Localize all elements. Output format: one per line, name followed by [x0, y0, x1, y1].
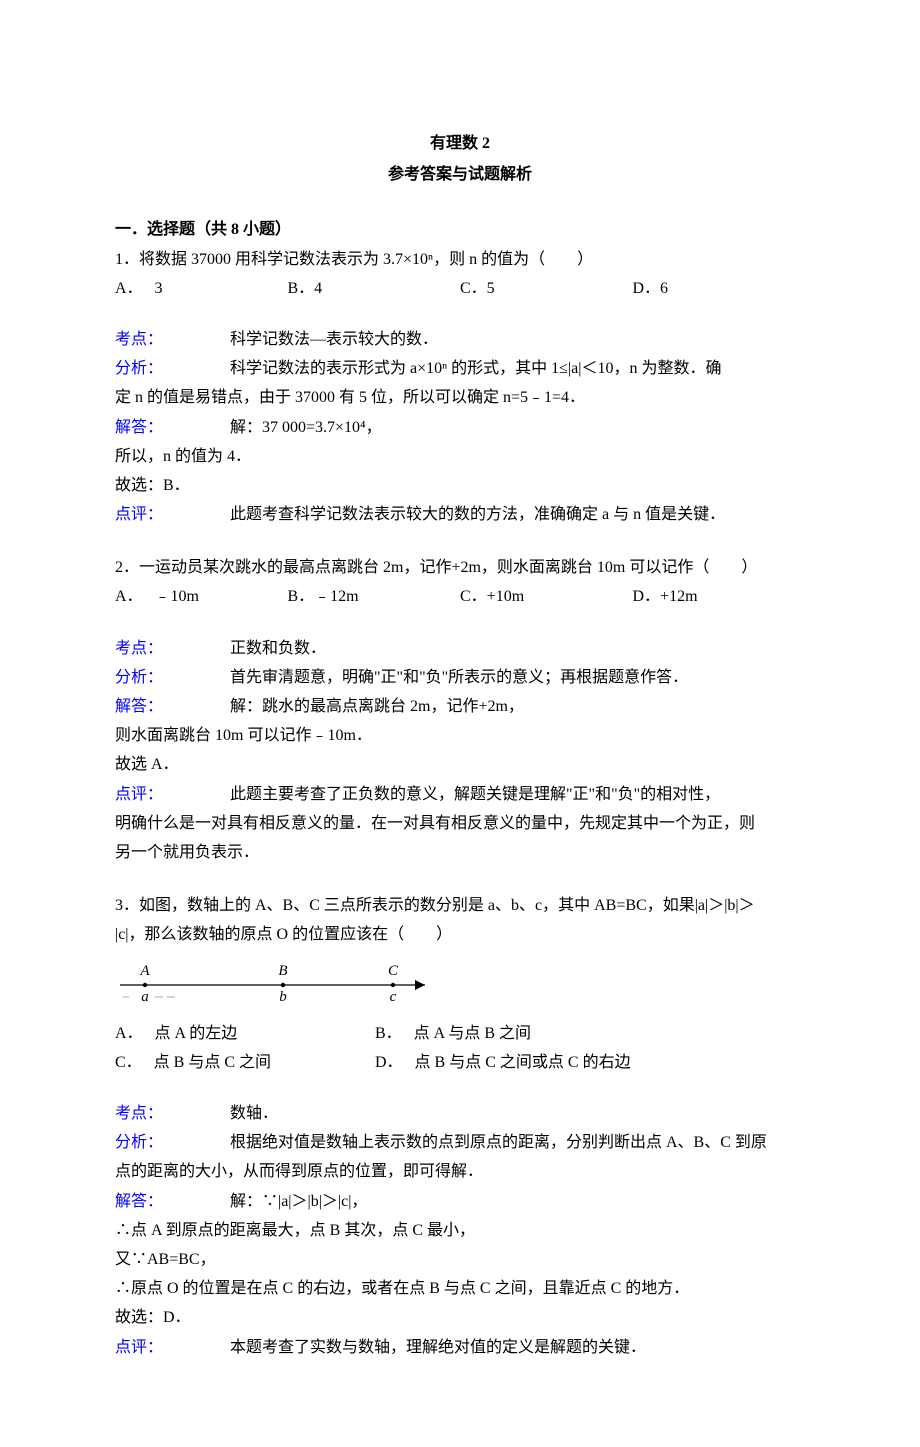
q3-fenxi-row: 分析：根据绝对值是数轴上表示数的点到原点的距离，分别判断出点 A、B、C 到原: [115, 1129, 805, 1156]
q2-opt-c: C．+10m: [460, 583, 633, 610]
q3-options-row2: C． 点 B 与点 C 之间 D． 点 B 与点 C 之间或点 C 的右边: [115, 1049, 805, 1076]
q2-dianping-row: 点评：此题主要考查了正负数的意义，解题关键是理解"正"和"负"的相对性，: [115, 781, 805, 808]
question-2: 2．一运动员某次跳水的最高点离跳台 2m，记作+2m，则水面离跳台 10m 可以…: [115, 554, 805, 866]
q1-kaodian-text: 科学记数法—表示较大的数．: [230, 331, 438, 348]
q3-jieda-row: 解答：解：∵|a|＞|b|＞|c|，: [115, 1188, 805, 1215]
section-heading: 一．选择题（共 8 小题）: [115, 216, 805, 243]
jieda-label: 解答：: [115, 693, 230, 720]
kaodian-label: 考点：: [115, 635, 230, 662]
dianping-label: 点评：: [115, 501, 230, 528]
q2-dianping2: 明确什么是一对具有相反意义的量．在一对具有相反意义的量中，先规定其中一个为正，则: [115, 810, 805, 837]
q1-kaodian-row: 考点：科学记数法—表示较大的数．: [115, 326, 805, 353]
q2-fenxi: 首先审清题意，明确"正"和"负"所表示的意义；再根据题意作答．: [230, 669, 688, 686]
q2-options: A． ﹣10m B．﹣12m C．+10m D．+12m: [115, 583, 805, 610]
question-3: 3．如图，数轴上的 A、B、C 三点所表示的数分别是 a、b、c，其中 AB=B…: [115, 892, 805, 1361]
q3-dianping-row: 点评：本题考查了实数与数轴，理解绝对值的定义是解题的关键．: [115, 1334, 805, 1361]
diag-c: c: [390, 989, 397, 1005]
q3-opt-c: C． 点 B 与点 C 之间: [115, 1049, 375, 1076]
q1-fenxi1: 科学记数法的表示形式为 a×10ⁿ 的形式，其中 1≤|a|＜10，n 为整数．…: [230, 360, 721, 377]
q1-options: A． 3 B．4 C．5 D．6: [115, 275, 805, 302]
fenxi-label: 分析：: [115, 355, 230, 382]
q2-opt-d: D．+12m: [633, 583, 806, 610]
q3-stem2: |c|，那么该数轴的原点 O 的位置应该在（ ）: [115, 921, 805, 948]
q1-opt-c: C．5: [460, 275, 633, 302]
q2-dianping1: 此题主要考查了正负数的意义，解题关键是理解"正"和"负"的相对性，: [230, 786, 720, 803]
kaodian-label: 考点：: [115, 1100, 230, 1127]
q3-dianping: 本题考查了实数与数轴，理解绝对值的定义是解题的关键．: [230, 1339, 646, 1356]
q2-line2: 故选 A．: [115, 751, 805, 778]
q3-kaodian-text: 数轴．: [230, 1105, 278, 1122]
jieda-label: 解答：: [115, 414, 230, 441]
q2-opt-b: B．﹣12m: [288, 583, 461, 610]
q3-options-row1: A． 点 A 的左边 B． 点 A 与点 B 之间: [115, 1020, 805, 1047]
question-1: 1．将数据 37000 用科学记数法表示为 3.7×10ⁿ，则 n 的值为（ ）…: [115, 246, 805, 529]
number-line-diagram: A a B b C c: [115, 955, 435, 1007]
q1-stem: 1．将数据 37000 用科学记数法表示为 3.7×10ⁿ，则 n 的值为（ ）: [115, 246, 805, 273]
q3-fenxi2: 点的距离的大小，从而得到原点的位置，即可得解．: [115, 1158, 805, 1185]
q1-fenxi-row: 分析：科学记数法的表示形式为 a×10ⁿ 的形式，其中 1≤|a|＜10，n 为…: [115, 355, 805, 382]
doc-title: 有理数 2: [115, 130, 805, 157]
q3-kaodian-row: 考点：数轴．: [115, 1100, 805, 1127]
q1-opt-a: A． 3: [115, 275, 288, 302]
doc-subtitle: 参考答案与试题解析: [115, 161, 805, 188]
kaodian-label: 考点：: [115, 326, 230, 353]
q3-fenxi1: 根据绝对值是数轴上表示数的点到原点的距离，分别判断出点 A、B、C 到原: [230, 1134, 767, 1151]
q2-kaodian-text: 正数和负数．: [230, 640, 326, 657]
q1-line2: 故选：B．: [115, 472, 805, 499]
q3-opt-d: D． 点 B 与点 C 之间或点 C 的右边: [375, 1049, 675, 1076]
diag-B: B: [278, 963, 287, 979]
jieda-label: 解答：: [115, 1188, 230, 1215]
dianping-label: 点评：: [115, 781, 230, 808]
q3-stem1: 3．如图，数轴上的 A、B、C 三点所表示的数分别是 a、b、c，其中 AB=B…: [115, 892, 805, 919]
dianping-label: 点评：: [115, 1334, 230, 1361]
q2-fenxi-row: 分析：首先审清题意，明确"正"和"负"所表示的意义；再根据题意作答．: [115, 664, 805, 691]
diag-A: A: [139, 963, 150, 979]
diag-a: a: [141, 989, 149, 1005]
q1-fenxi2: 定 n 的值是易错点，由于 37000 有 5 位，所以可以确定 n=5﹣1=4…: [115, 384, 805, 411]
q1-jieda: 解：37 000=3.7×10⁴，: [230, 419, 382, 436]
q1-dianping: 此题考查科学记数法表示较大的数的方法，准确确定 a 与 n 值是关键．: [230, 506, 725, 523]
q3-line2: 又∵AB=BC，: [115, 1246, 805, 1273]
q3-jieda: 解：∵|a|＞|b|＞|c|，: [230, 1193, 367, 1210]
q3-opt-a: A． 点 A 的左边: [115, 1020, 375, 1047]
q3-line1: ∴点 A 到原点的距离最大，点 B 其次，点 C 最小，: [115, 1217, 805, 1244]
fenxi-label: 分析：: [115, 1129, 230, 1156]
q1-opt-b: B．4: [288, 275, 461, 302]
q1-line1: 所以，n 的值为 4．: [115, 443, 805, 470]
q2-dianping3: 另一个就用负表示．: [115, 839, 805, 866]
q2-jieda: 解：跳水的最高点离跳台 2m，记作+2m，: [230, 698, 524, 715]
q2-kaodian-row: 考点：正数和负数．: [115, 635, 805, 662]
fenxi-label: 分析：: [115, 664, 230, 691]
q2-jieda-row: 解答：解：跳水的最高点离跳台 2m，记作+2m，: [115, 693, 805, 720]
q3-line4: 故选：D．: [115, 1304, 805, 1331]
q1-dianping-row: 点评：此题考查科学记数法表示较大的数的方法，准确确定 a 与 n 值是关键．: [115, 501, 805, 528]
q3-opt-b: B． 点 A 与点 B 之间: [375, 1020, 675, 1047]
q1-jieda-row: 解答：解：37 000=3.7×10⁴，: [115, 414, 805, 441]
q2-line1: 则水面离跳台 10m 可以记作﹣10m．: [115, 722, 805, 749]
diag-C: C: [388, 963, 399, 979]
q1-opt-d: D．6: [633, 275, 806, 302]
diag-b: b: [279, 989, 287, 1005]
q2-opt-a: A． ﹣10m: [115, 583, 288, 610]
q3-line3: ∴原点 O 的位置是在点 C 的右边，或者在点 B 与点 C 之间，且靠近点 C…: [115, 1275, 805, 1302]
q2-stem: 2．一运动员某次跳水的最高点离跳台 2m，记作+2m，则水面离跳台 10m 可以…: [115, 554, 805, 581]
